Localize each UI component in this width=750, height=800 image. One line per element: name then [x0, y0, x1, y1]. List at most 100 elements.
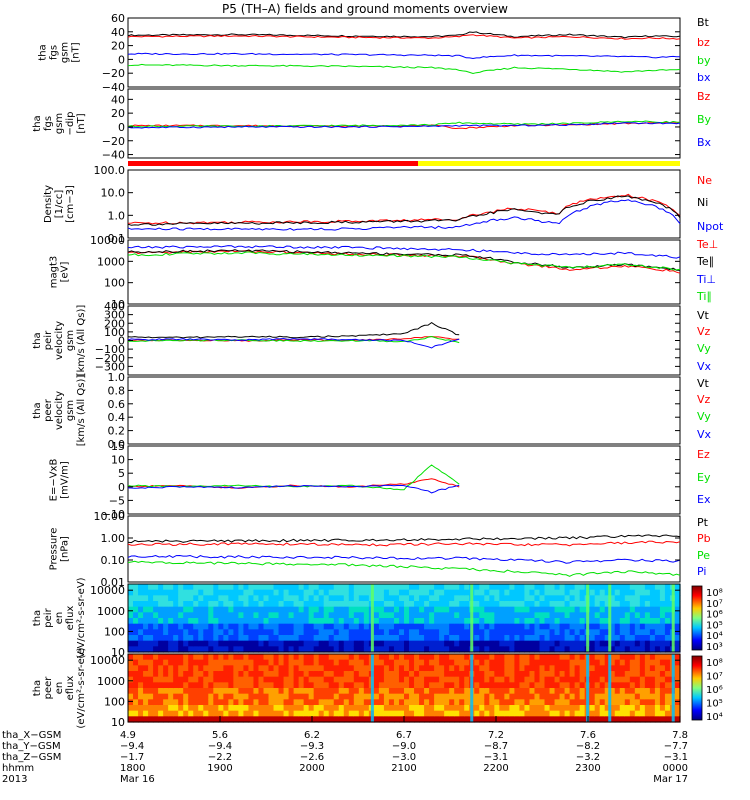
spectrogram-cell [223, 584, 229, 591]
spectrogram-cell [484, 682, 490, 689]
spectrogram-cell [158, 659, 164, 666]
spectrogram-cell [539, 710, 546, 717]
spectrogram-cell [228, 693, 234, 700]
spectrogram-cell [484, 635, 490, 642]
spectrogram-cell [288, 671, 295, 678]
spectrogram-cell [654, 654, 661, 661]
spectrogram-cell [158, 688, 164, 695]
spectrogram-cell [454, 640, 460, 647]
spectrogram-cell [609, 710, 616, 717]
spectrogram-cell [439, 640, 445, 647]
spectrogram-cell [163, 693, 169, 700]
spectrogram-cell [238, 618, 245, 625]
spectrogram-cell [193, 584, 199, 591]
spectrogram-cell [464, 671, 470, 678]
spectrogram-cell [303, 705, 310, 712]
spectrogram-cell [569, 705, 576, 712]
spectrogram-cell [644, 640, 651, 647]
spectrogram-cell [629, 716, 636, 723]
spectrogram-cell [398, 589, 405, 596]
spectrogram-cell [263, 716, 270, 723]
spectrogram-cell [288, 640, 295, 647]
series-line-Bt [127, 31, 681, 39]
spectrogram-cell [674, 693, 681, 700]
spectrogram-cell [198, 654, 204, 661]
spectrogram-cell [328, 671, 335, 678]
spectrogram-cell [288, 682, 295, 689]
spectrogram-cell [178, 601, 184, 608]
spectrogram-cell [564, 682, 571, 689]
spectrogram-cell [308, 584, 315, 591]
spectrogram-cell [634, 682, 641, 689]
spectrogram-cell [634, 595, 641, 602]
spectrogram-cell [474, 629, 480, 636]
spectrogram-cell [434, 659, 440, 666]
spectrogram-cell [178, 671, 184, 678]
spectrogram-cell [484, 640, 490, 647]
spectrogram-cell [519, 699, 526, 706]
spectrogram-cell [499, 682, 505, 689]
spectrogram-cell [579, 618, 586, 625]
spectrogram-cell [444, 618, 450, 625]
spectrogram-cell [353, 584, 360, 591]
spectrogram-cell [604, 612, 611, 619]
spectrogram-cell [338, 682, 345, 689]
y-tick-label: 1.0 [108, 209, 126, 222]
spectrogram-cell [348, 629, 355, 636]
spectrogram-cell [183, 676, 189, 683]
spectrogram-cell [484, 589, 490, 596]
spectrogram-cell [604, 716, 611, 723]
chart-title: P5 (TH–A) fields and ground moments over… [222, 2, 508, 16]
spectrogram-cell [474, 601, 480, 608]
spectrogram-cell [318, 584, 325, 591]
spectrogram-cell [564, 623, 571, 630]
spectrogram-cell [504, 589, 510, 596]
spectrogram-cell [363, 705, 370, 712]
spectrogram-cell [378, 716, 385, 723]
spectrogram-cell [649, 716, 656, 723]
spectrogram-cell [388, 665, 395, 672]
spectrogram-cell [554, 699, 561, 706]
spectrogram-cell [564, 601, 571, 608]
spectrogram-cell [429, 584, 435, 591]
spectrogram-cell [479, 584, 485, 591]
spectrogram-cell [614, 705, 621, 712]
spectrogram-cell [378, 618, 385, 625]
spectrogram-cell [544, 693, 551, 700]
spectrogram-cell [419, 584, 425, 591]
x-tick-label: −8.7 [484, 741, 508, 752]
spectrogram-cell [519, 693, 526, 700]
spectrogram-cell [419, 654, 425, 661]
spectrogram-cell [173, 665, 179, 672]
spectrogram-cell [193, 710, 199, 717]
spectrogram-cell [323, 716, 330, 723]
spectrogram-cell [654, 693, 661, 700]
spectrogram-cell [338, 612, 345, 619]
spectrogram-cell [429, 618, 435, 625]
y-tick-label: 0 [118, 121, 125, 134]
spectrogram-cell [328, 710, 335, 717]
spectrogram-cell [674, 659, 681, 666]
spectrogram-cell [674, 710, 681, 717]
spectrogram-cell [208, 710, 214, 717]
spectrogram-cell [343, 665, 350, 672]
spectrogram-cell [629, 659, 636, 666]
spectrogram-cell [459, 688, 465, 695]
spectrogram-cell [328, 699, 335, 706]
spectrogram-cell [268, 699, 275, 706]
spectrogram-cell [644, 693, 651, 700]
spectrogram-cell [504, 693, 510, 700]
spectrogram-cell [409, 646, 415, 653]
spectrogram-cell [218, 665, 224, 672]
spectrogram-cell [308, 716, 315, 723]
spectrogram-cell [489, 654, 495, 661]
spectrogram-cell [419, 676, 425, 683]
spectrogram-cell [609, 629, 616, 636]
spectrogram-cell [168, 640, 174, 647]
spectrogram-cell [404, 659, 410, 666]
spectrogram-cell [509, 601, 515, 608]
spectrogram-cell [619, 665, 626, 672]
spectrogram-cell [614, 589, 621, 596]
spectrogram-cell [298, 629, 305, 636]
spectrogram-cell [268, 629, 275, 636]
